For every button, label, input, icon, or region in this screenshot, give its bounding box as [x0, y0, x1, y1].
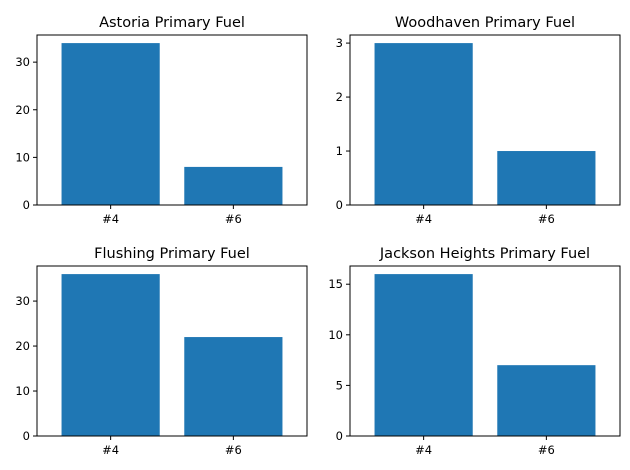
y-tick-label: 0	[23, 198, 30, 212]
x-tick-label: #4	[415, 212, 432, 226]
x-tick-label: #6	[225, 443, 242, 457]
bar-num6	[184, 337, 283, 436]
x-tick-label: #4	[102, 212, 119, 226]
subplot-1: 0 10 20 30 #4 #6 Astoria Primary Fuel	[15, 15, 308, 226]
y-tick-label: 5	[336, 378, 343, 392]
x-tick-label: #4	[102, 443, 119, 457]
subplot-2: 0 1 2 3 #4 #6 Woodhaven Primary Fuel	[336, 15, 621, 226]
y-tick-label: 20	[15, 103, 30, 117]
plot-frame	[36, 265, 308, 437]
subplot-title: Flushing Primary Fuel	[94, 246, 250, 262]
bar-num6	[184, 166, 283, 205]
y-tick-label: 30	[15, 55, 30, 69]
bar-num4	[61, 274, 160, 436]
y-tick-label: 3	[336, 36, 343, 50]
y-tick-label: 20	[15, 339, 30, 353]
bar-num4	[374, 43, 473, 205]
y-tick-label: 2	[336, 90, 343, 104]
subplot-4: 0 5 10 15 #4 #6 Jackson Heights Primary Fuel	[328, 246, 621, 457]
x-tick-label: #6	[225, 212, 242, 226]
plot-frame	[349, 34, 621, 206]
plot-frame	[349, 265, 621, 437]
y-tick-label: 15	[328, 277, 343, 291]
y-tick-label: 1	[336, 144, 343, 158]
subplot-3: 0 10 20 30 #4 #6 Flushing Primary Fuel	[15, 246, 308, 457]
y-tick-label: 10	[15, 150, 30, 164]
x-tick-label: #6	[538, 212, 555, 226]
subplot-title: Jackson Heights Primary Fuel	[379, 246, 590, 262]
bar-num6	[497, 151, 596, 205]
subplot-title: Woodhaven Primary Fuel	[395, 15, 575, 31]
bar-num4	[374, 274, 473, 436]
x-tick-label: #4	[415, 443, 432, 457]
plot-frame	[36, 34, 308, 206]
y-tick-label: 0	[23, 429, 30, 443]
y-tick-label: 10	[328, 328, 343, 342]
x-tick-label: #6	[538, 443, 555, 457]
bar-num6	[497, 365, 596, 436]
y-tick-label: 0	[336, 429, 343, 443]
y-tick-label: 30	[15, 294, 30, 308]
y-tick-label: 0	[336, 198, 343, 212]
subplot-title: Astoria Primary Fuel	[99, 15, 245, 31]
bar-num4	[61, 43, 160, 205]
y-tick-label: 10	[15, 384, 30, 398]
